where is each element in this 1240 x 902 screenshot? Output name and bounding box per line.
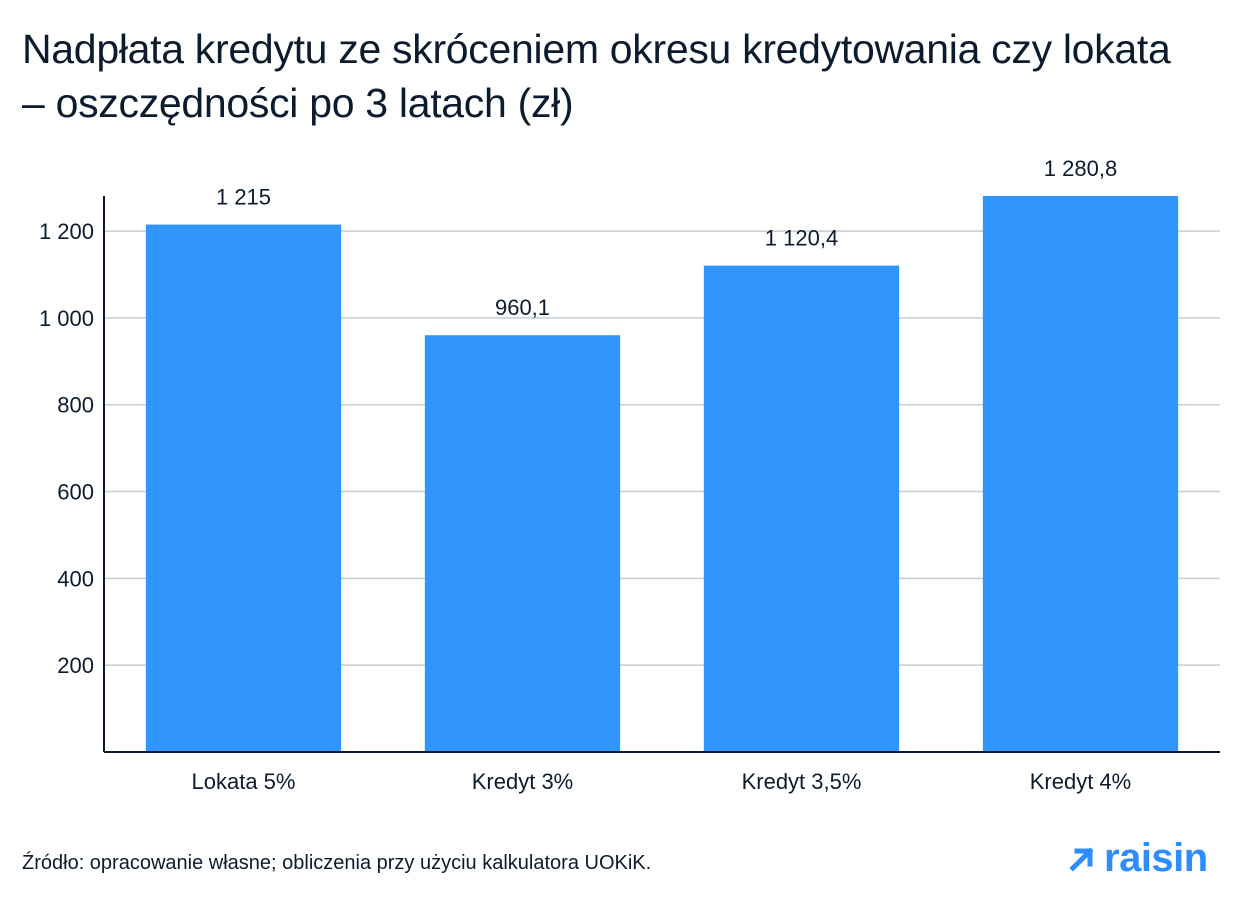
source-note: Źródło: opracowanie własne; obliczenia p… [22,852,652,874]
y-tick-label: 600 [57,480,94,505]
brand-name: raisin [1104,836,1208,880]
y-tick-label: 1 200 [39,219,94,244]
y-tick-label: 800 [57,393,94,418]
x-tick-label: Lokata 5% [192,769,296,794]
bar [982,196,1179,752]
x-tick-label: Kredyt 3% [472,769,574,794]
y-tick-label: 200 [57,653,94,678]
bar [703,265,900,752]
y-axis-ticks: 200 400 600 800 1 000 1 200 [39,219,94,678]
value-labels: 1 215 960,1 1 120,4 1 280,8 [216,156,1117,320]
brand-logo: raisin [1066,836,1208,881]
value-label: 1 215 [216,185,271,210]
x-axis-labels: Lokata 5% Kredyt 3% Kredyt 3,5% Kredyt 4% [192,769,1132,794]
x-tick-label: Kredyt 3,5% [742,769,862,794]
bars [145,196,1179,752]
arrow-up-right-icon [1069,846,1094,872]
y-tick-label: 1 000 [39,306,94,331]
bar-chart: 200 400 600 800 1 000 1 200 1 215 960,1 1 120,4… [39,156,1220,794]
value-label: 1 280,8 [1044,156,1117,181]
bar [145,224,342,752]
value-label: 960,1 [495,295,550,320]
chart-title: Nadpłata kredytu ze skróceniem okresu kr… [22,26,1171,126]
bar [424,335,621,752]
y-tick-label: 400 [57,566,94,591]
x-tick-label: Kredyt 4% [1030,769,1132,794]
value-label: 1 120,4 [765,226,838,251]
